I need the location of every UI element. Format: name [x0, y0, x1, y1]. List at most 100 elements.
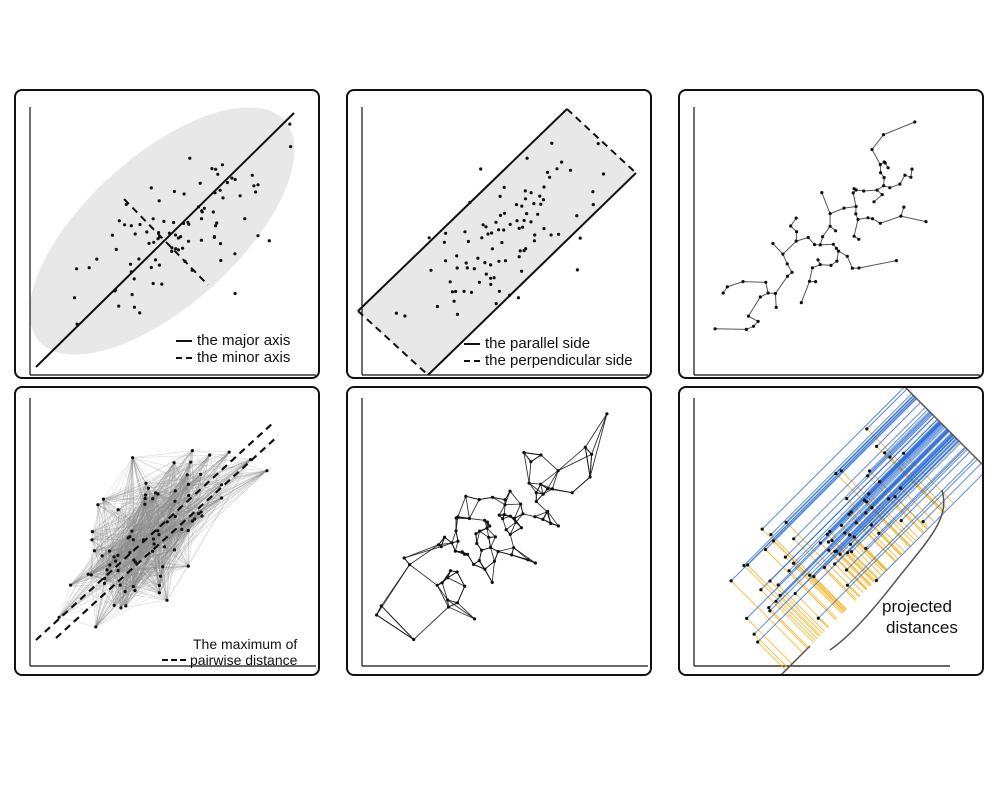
data-point — [541, 492, 545, 496]
data-point — [769, 533, 773, 537]
data-point — [521, 512, 525, 516]
pairwise-edge — [95, 546, 165, 628]
data-point — [188, 156, 192, 160]
pairwise-edge — [58, 492, 156, 618]
data-point — [487, 535, 491, 539]
blue-projection-line — [864, 422, 942, 501]
data-point — [131, 538, 135, 542]
tree-edge — [821, 192, 831, 214]
data-point — [156, 492, 160, 496]
data-point — [767, 606, 771, 610]
data-point — [165, 520, 169, 524]
data-point — [131, 456, 135, 460]
data-point — [845, 583, 849, 587]
data-point — [108, 563, 112, 567]
data-point — [850, 550, 854, 554]
data-point — [878, 221, 882, 225]
neighbor-edge — [455, 530, 459, 542]
pairwise-edge — [92, 483, 147, 532]
data-point — [541, 517, 545, 521]
tree-edge — [748, 315, 759, 322]
data-point — [590, 452, 594, 456]
panel-neighborhood-graph — [346, 386, 652, 676]
data-point — [524, 247, 528, 251]
pairwise-edge — [157, 462, 175, 495]
blue-projection-line — [835, 395, 915, 474]
orange-projection-line — [835, 473, 910, 548]
data-point — [199, 238, 203, 242]
pairwise-edge — [104, 459, 251, 584]
blue-projection-line — [876, 402, 921, 447]
data-point — [542, 185, 546, 189]
pairwise-edge — [157, 459, 251, 495]
panel-major-minor-axis: the major axis the minor axis — [14, 89, 320, 379]
data-point — [806, 235, 810, 240]
data-point — [196, 205, 201, 209]
data-point — [436, 543, 441, 547]
data-point — [114, 247, 118, 252]
pairwise-edge — [127, 537, 160, 593]
data-point — [173, 514, 177, 519]
data-point — [550, 141, 554, 145]
data-point — [862, 189, 866, 193]
orange-projection-line — [851, 551, 879, 579]
data-point — [444, 231, 448, 235]
pairwise-edge — [133, 495, 189, 540]
pairwise-edge — [95, 592, 160, 628]
tree-edge — [782, 253, 788, 265]
pairwise-edge — [58, 451, 230, 618]
data-point — [794, 216, 798, 220]
max-pairwise-line-1 — [35, 421, 275, 641]
data-point — [534, 491, 538, 495]
pairwise-edge — [59, 617, 96, 628]
data-point — [848, 533, 852, 537]
data-point — [113, 289, 117, 293]
data-point — [456, 539, 460, 543]
data-point — [490, 231, 494, 235]
data-point — [213, 191, 217, 195]
blue-projection-line — [779, 428, 948, 596]
data-point — [875, 188, 879, 192]
pairwise-edge — [95, 585, 160, 628]
data-point — [882, 176, 886, 180]
data-point — [137, 257, 141, 261]
tree-edge — [843, 206, 857, 209]
neighbor-edge — [475, 527, 488, 535]
pairwise-edge — [94, 546, 165, 551]
data-point — [843, 531, 847, 535]
p4-legend: The maximum of pairwise distance — [162, 636, 297, 668]
data-point — [729, 579, 733, 583]
data-point — [560, 160, 564, 164]
pairwise-edge — [192, 450, 222, 499]
blue-projection-line — [900, 451, 971, 521]
data-point — [568, 168, 573, 172]
data-point — [190, 449, 194, 453]
data-point — [216, 172, 220, 176]
neighbor-edge — [486, 527, 496, 538]
data-point — [446, 598, 450, 602]
data-point — [773, 291, 777, 296]
data-point — [536, 212, 540, 216]
neighbor-edge — [447, 571, 458, 579]
bounding-rectangle — [358, 109, 636, 375]
pairwise-edge — [92, 531, 95, 551]
tree-edge — [796, 237, 809, 242]
data-point — [446, 576, 450, 580]
data-point — [844, 568, 849, 572]
data-point — [508, 514, 512, 518]
blue-projection-line — [869, 410, 930, 472]
legend-major-axis: the major axis — [197, 332, 291, 349]
neighbor-edge — [528, 482, 537, 493]
pairwise-edge — [101, 555, 122, 608]
data-point — [165, 598, 169, 602]
data-point — [508, 489, 512, 493]
blue-projection-line — [853, 436, 955, 538]
data-point — [133, 589, 137, 593]
data-point — [243, 217, 247, 221]
data-point — [903, 173, 907, 177]
neighbor-edge — [404, 546, 442, 559]
data-point — [830, 538, 834, 543]
data-point — [870, 147, 874, 152]
orange-projection-line — [900, 520, 919, 539]
neighbor-edge — [469, 499, 480, 519]
